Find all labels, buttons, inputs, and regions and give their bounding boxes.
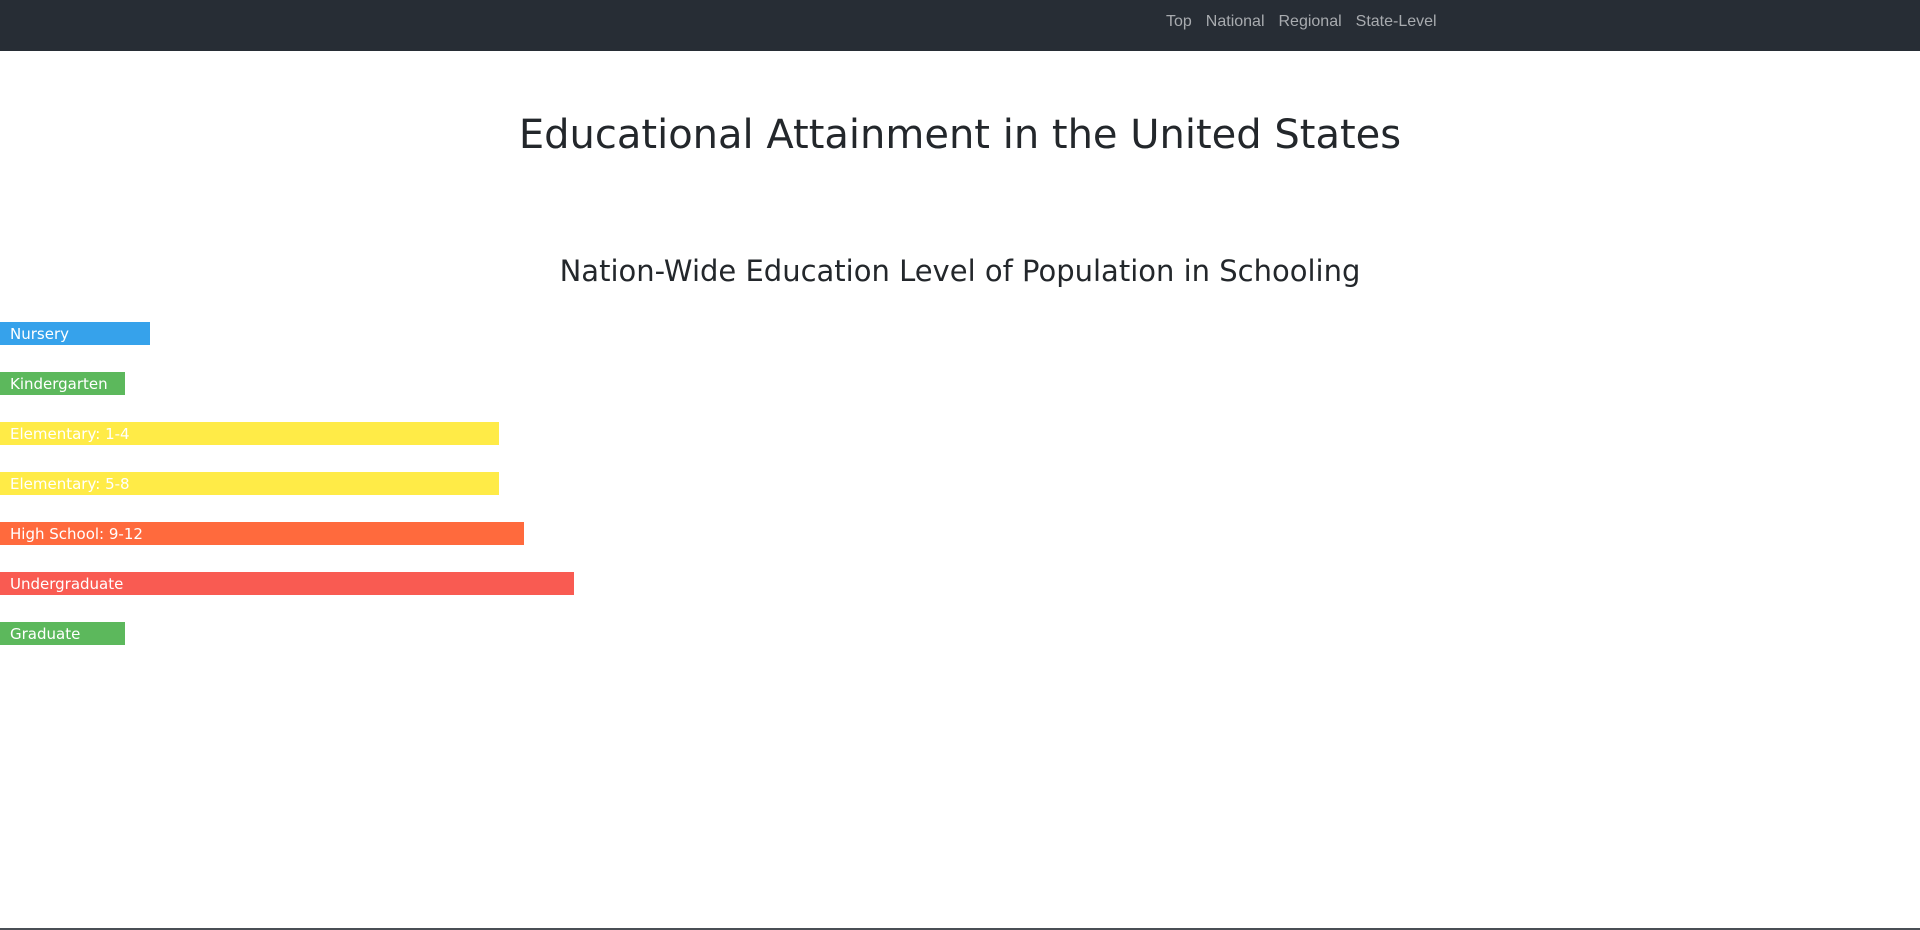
bar-label-high-school-9-12: High School: 9-12 [10,525,143,543]
bar-chart: Nursery Kindergarten Elementary: 1-4 Elemen… [0,322,1920,652]
bar-kindergarten[interactable]: Kindergarten [0,372,125,395]
nav-link-top[interactable]: Top [1166,12,1192,30]
nav-link-national[interactable]: National [1205,12,1265,30]
bar-graduate[interactable]: Graduate [0,622,125,645]
bar-label-undergraduate: Undergraduate [10,575,124,593]
bar-elementary-5-8[interactable]: Elementary: 5-8 [0,472,499,495]
bar-high-school-9-12[interactable]: High School: 9-12 [0,522,524,545]
bar-undergraduate[interactable]: Undergraduate [0,572,574,595]
bar-label-elementary-1-4: Elementary: 1-4 [10,425,130,443]
bar-elementary-1-4[interactable]: Elementary: 1-4 [0,422,499,445]
bar-label-elementary-5-8: Elementary: 5-8 [10,475,130,493]
nav-links: Top National Regional State-Level [1166,0,1451,43]
top-navbar: Top National Regional State-Level [0,0,1920,51]
bar-nursery[interactable]: Nursery [0,322,150,345]
chart-title: Nation-Wide Education Level of Populatio… [559,254,1361,288]
nav-link-regional[interactable]: Regional [1278,12,1342,30]
bar-label-graduate: Graduate [10,625,81,643]
bar-label-kindergarten: Kindergarten [10,375,108,393]
page-title: Educational Attainment in the United Sta… [518,112,1402,158]
nav-link-state-level[interactable]: State-Level [1355,12,1437,30]
page-bottom-border [0,928,1920,930]
bar-label-nursery: Nursery [10,325,69,343]
